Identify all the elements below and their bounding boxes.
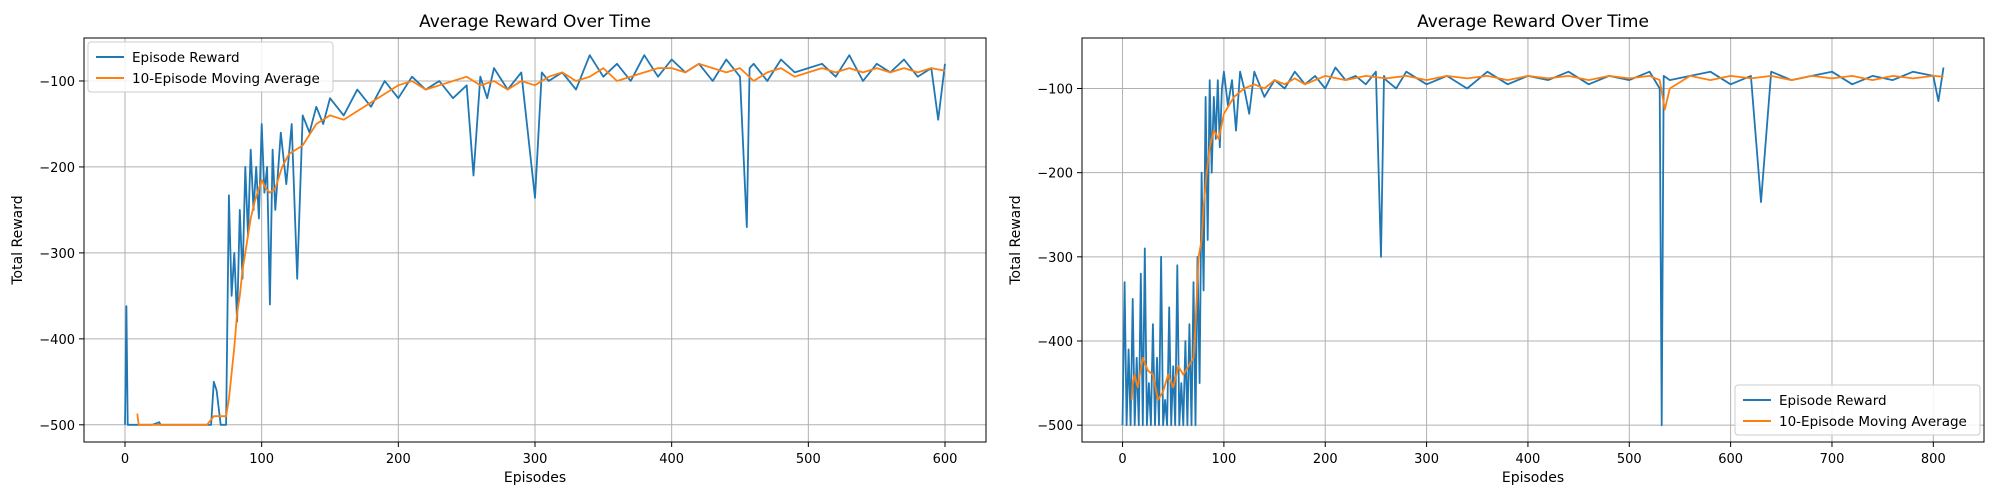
legend-box <box>1734 384 1981 436</box>
chart-title: Average Reward Over Time <box>419 12 651 32</box>
x-tick-label: 200 <box>1313 452 1338 467</box>
y-tick-label: −100 <box>1037 83 1073 98</box>
legend-label: Episode Reward <box>1779 393 1887 409</box>
x-tick-label: 200 <box>386 452 411 467</box>
x-axis-label: Episodes <box>1502 470 1564 486</box>
chart-title: Average Reward Over Time <box>1417 12 1649 32</box>
x-tick-label: 500 <box>1617 452 1642 467</box>
x-tick-label: 500 <box>796 452 821 467</box>
y-tick-label: −400 <box>39 333 75 348</box>
y-tick-label: −300 <box>1037 251 1073 266</box>
y-tick-label: −200 <box>39 161 75 176</box>
series-line-moving-average <box>1130 75 1944 401</box>
x-tick-label: 300 <box>1414 452 1439 467</box>
legend-box <box>87 41 334 93</box>
y-tick-label: −500 <box>1037 419 1073 434</box>
chart-right: 0 100 200 300 400 500 600 700 800 −500 −400 −300 −20… <box>1008 12 1985 486</box>
axes-frame <box>1081 37 1985 443</box>
y-axis-label: Total Reward <box>1008 195 1024 285</box>
legend: Episode Reward 10-Episode Moving Average <box>1734 384 1981 436</box>
y-tick-label: −400 <box>1037 335 1073 350</box>
x-tick-label: 400 <box>659 452 684 467</box>
y-tick-label: −300 <box>39 247 75 262</box>
chart-left: 0 100 200 300 400 500 600 −500 −400 −300 −200 −100 A… <box>10 12 987 486</box>
series-line-episode-reward <box>124 54 946 426</box>
y-tick-label: −200 <box>1037 167 1073 182</box>
x-tick-label: 100 <box>1211 452 1236 467</box>
legend-label: Episode Reward <box>132 50 240 66</box>
x-tick-label: 400 <box>1516 452 1541 467</box>
series-line-moving-average <box>136 62 946 426</box>
x-tick-label: 300 <box>523 452 548 467</box>
y-axis-label: Total Reward <box>10 195 26 285</box>
x-tick-label: 0 <box>121 452 129 467</box>
x-tick-label: 600 <box>1718 452 1743 467</box>
x-tick-label: 0 <box>1118 452 1126 467</box>
legend-label: 10-Episode Moving Average <box>1779 414 1967 430</box>
legend-label: 10-Episode Moving Average <box>132 71 320 87</box>
legend: Episode Reward 10-Episode Moving Average <box>87 41 334 93</box>
x-tick-label: 100 <box>249 452 274 467</box>
x-axis-label: Episodes <box>504 470 566 486</box>
x-tick-label: 800 <box>1921 452 1946 467</box>
x-tick-label: 600 <box>933 452 958 467</box>
x-tick-label: 700 <box>1820 452 1845 467</box>
y-tick-label: −500 <box>39 419 75 434</box>
y-tick-label: −100 <box>39 75 75 90</box>
series-line-episode-reward <box>1121 66 1945 427</box>
